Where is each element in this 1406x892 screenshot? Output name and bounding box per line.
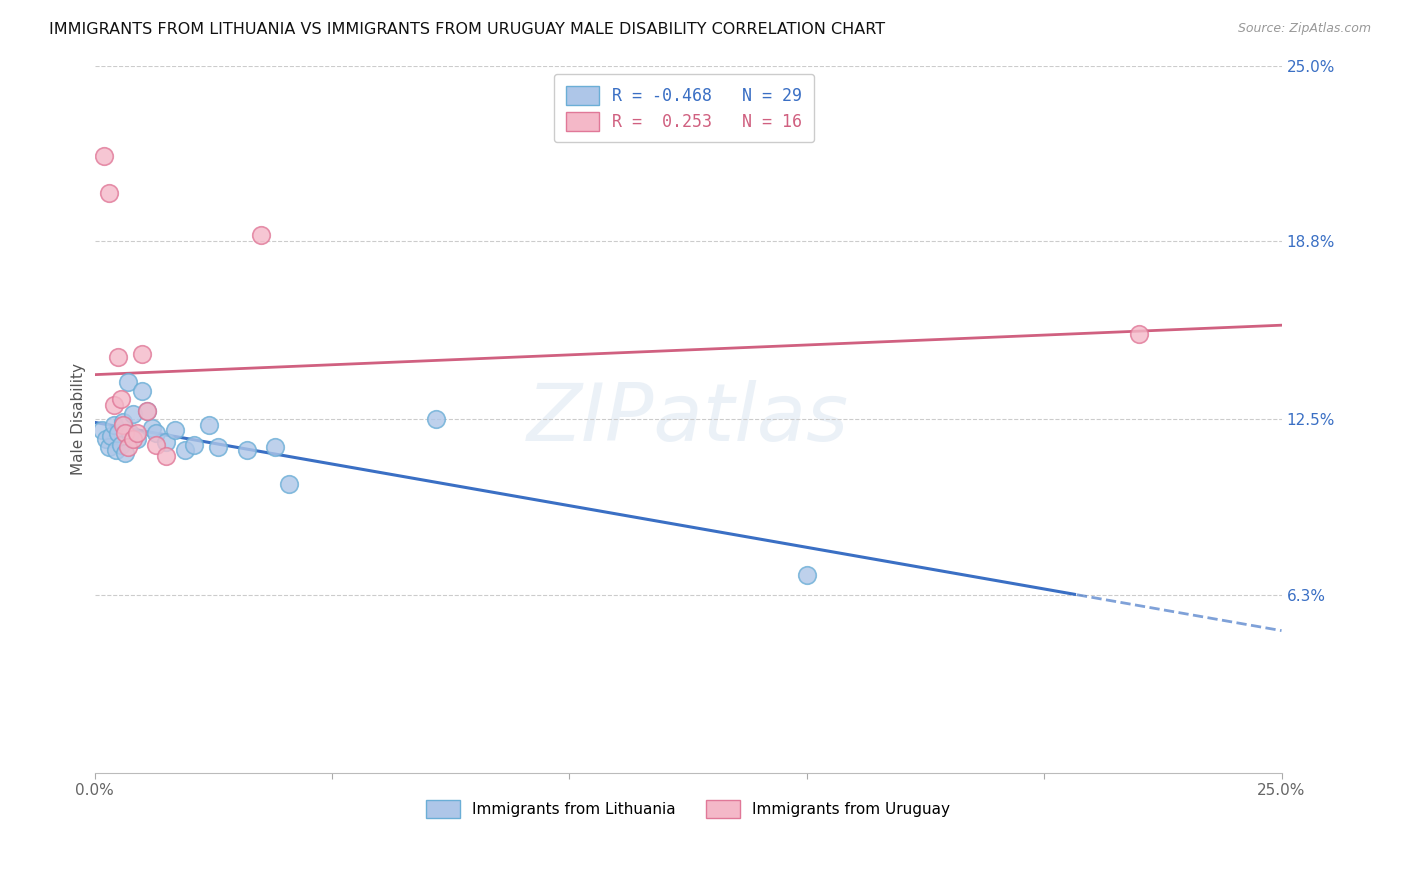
Point — [235, 443, 257, 458]
Point — [173, 443, 195, 458]
Point — [145, 437, 167, 451]
Point — [117, 376, 139, 390]
Point — [97, 186, 120, 200]
Point — [120, 426, 142, 441]
Point — [110, 437, 132, 451]
Point — [121, 432, 143, 446]
Point — [145, 426, 167, 441]
Point — [183, 437, 205, 451]
Point — [93, 149, 115, 163]
Point — [165, 424, 187, 438]
Point — [103, 417, 125, 432]
Point — [104, 443, 127, 458]
Point — [127, 426, 149, 441]
Point — [114, 426, 136, 441]
Point — [207, 441, 229, 455]
Text: ZIP​atlas: ZIP​atlas — [527, 380, 849, 458]
Point — [97, 441, 120, 455]
Point — [249, 228, 271, 243]
Point — [264, 441, 287, 455]
Point — [90, 424, 112, 438]
Point — [121, 407, 143, 421]
Point — [1128, 327, 1150, 342]
Point — [155, 449, 177, 463]
Point — [114, 446, 136, 460]
Point — [107, 426, 129, 441]
Point — [141, 420, 163, 434]
Legend: Immigrants from Lithuania, Immigrants from Uruguay: Immigrants from Lithuania, Immigrants fr… — [419, 792, 957, 825]
Point — [100, 429, 122, 443]
Point — [425, 412, 447, 426]
Point — [103, 398, 125, 412]
Point — [127, 432, 149, 446]
Point — [796, 567, 818, 582]
Point — [112, 415, 135, 429]
Point — [155, 434, 177, 449]
Text: Source: ZipAtlas.com: Source: ZipAtlas.com — [1237, 22, 1371, 36]
Point — [112, 417, 135, 432]
Point — [96, 432, 118, 446]
Point — [135, 403, 157, 417]
Point — [107, 350, 129, 364]
Point — [131, 384, 153, 398]
Point — [117, 441, 139, 455]
Point — [131, 347, 153, 361]
Point — [110, 392, 132, 407]
Y-axis label: Male Disability: Male Disability — [72, 363, 86, 475]
Point — [197, 417, 219, 432]
Point — [135, 403, 157, 417]
Point — [278, 477, 301, 491]
Text: IMMIGRANTS FROM LITHUANIA VS IMMIGRANTS FROM URUGUAY MALE DISABILITY CORRELATION: IMMIGRANTS FROM LITHUANIA VS IMMIGRANTS … — [49, 22, 886, 37]
